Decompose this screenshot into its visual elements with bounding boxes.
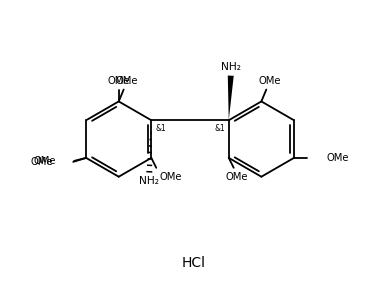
- Text: HCl: HCl: [182, 256, 206, 270]
- Text: OMe: OMe: [327, 153, 349, 163]
- Text: OMe: OMe: [159, 172, 182, 182]
- Text: NH₂: NH₂: [221, 62, 241, 72]
- Text: &1: &1: [214, 124, 225, 133]
- Text: OMe: OMe: [107, 76, 130, 86]
- Text: OMe: OMe: [258, 76, 280, 86]
- Text: OMe: OMe: [116, 76, 138, 86]
- Text: OMe: OMe: [226, 172, 248, 182]
- Text: OMe: OMe: [34, 156, 56, 166]
- Text: &1: &1: [155, 124, 166, 133]
- Text: NH₂: NH₂: [139, 176, 159, 186]
- Text: OMe: OMe: [31, 157, 53, 167]
- Polygon shape: [228, 76, 234, 120]
